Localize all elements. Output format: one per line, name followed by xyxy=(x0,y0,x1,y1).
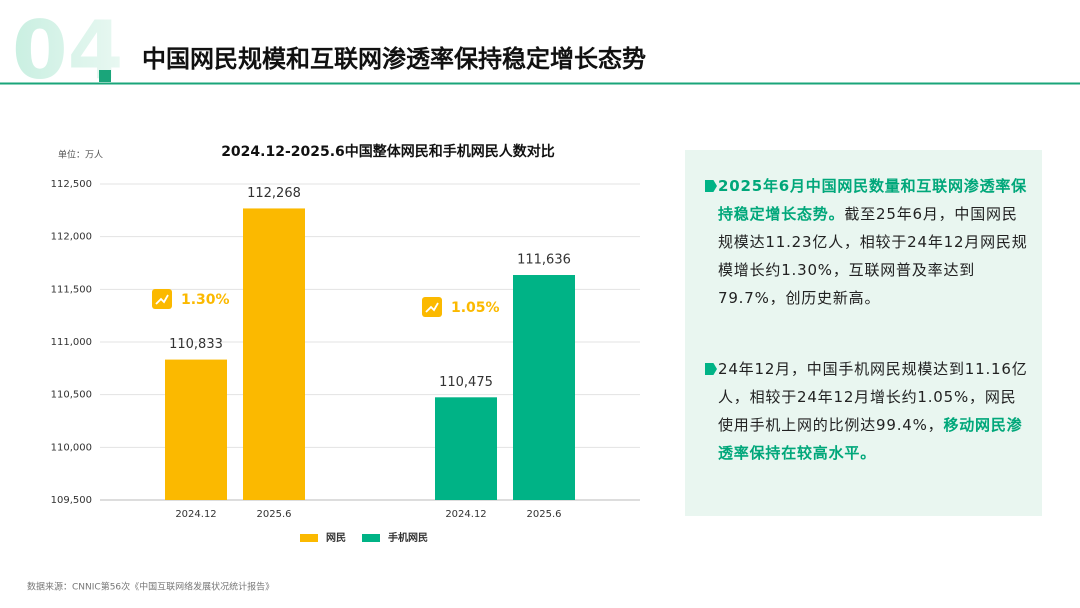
x-tick-label: 2024.12 xyxy=(445,509,486,520)
bullet-icon xyxy=(705,363,717,375)
x-tick-label: 2025.6 xyxy=(527,509,562,520)
legend-label: 手机网民 xyxy=(388,531,428,544)
growth-icon-line xyxy=(155,294,169,305)
value-label: 112,268 xyxy=(247,186,301,201)
y-tick-label: 111,000 xyxy=(51,337,92,348)
y-tick-label: 109,500 xyxy=(51,495,92,506)
y-tick-label: 112,500 xyxy=(51,179,92,190)
chart-title: 2024.12-2025.6中国整体网民和手机网民人数对比 xyxy=(221,143,555,160)
y-tick-label: 111,500 xyxy=(51,284,92,295)
growth-annotation: 1.05% xyxy=(451,300,500,316)
source: 数据来源：CNNIC第56次《中国互联网络发展状况统计报告》 xyxy=(27,581,274,593)
legend-swatch xyxy=(362,534,380,542)
text-segment: 截至25年6月，中国网民规模达11.23亿人，相较于24年12月网民规模增长约1… xyxy=(718,205,1028,307)
growth-annotation: 1.30% xyxy=(181,292,230,308)
text-segment: 移动网民渗透率保持在较高水平。 xyxy=(718,416,1023,462)
legend-swatch xyxy=(300,534,318,542)
bar xyxy=(243,208,305,501)
bar xyxy=(513,275,575,500)
growth-icon-line xyxy=(425,302,439,313)
unit-label: 单位：万人 xyxy=(58,149,103,161)
accent-square xyxy=(99,70,111,82)
y-tick-label: 110,000 xyxy=(51,442,92,453)
text-segment: 24年12月，中国手机网民规模达到11.16亿人，相较于24年12月增长约1.0… xyxy=(718,360,1028,434)
value-label: 110,475 xyxy=(439,375,493,390)
y-tick-label: 112,000 xyxy=(51,232,92,243)
value-label: 111,636 xyxy=(517,253,571,268)
text-panel: 2025年6月中国网民数量和互联网渗透率保持稳定增长态势。截至25年6月，中国网… xyxy=(685,150,1042,516)
x-tick-label: 2025.6 xyxy=(257,509,292,520)
bar xyxy=(165,359,227,500)
bar xyxy=(435,397,497,500)
slide-title: 中国网民规模和互联网渗透率保持稳定增长态势 xyxy=(142,45,646,73)
text-segment: 2025年6月中国网民数量和互联网渗透率保持稳定增长态势。 xyxy=(718,177,1027,223)
paragraph: 24年12月，中国手机网民规模达到11.16亿人，相较于24年12月增长约1.0… xyxy=(718,355,1030,467)
legend-label: 网民 xyxy=(326,532,346,544)
bullet-icon xyxy=(705,180,717,192)
paragraph: 2025年6月中国网民数量和互联网渗透率保持稳定增长态势。截至25年6月，中国网… xyxy=(718,172,1030,312)
x-tick-label: 2024.12 xyxy=(175,509,216,520)
y-tick-label: 110,500 xyxy=(51,390,92,401)
value-label: 110,833 xyxy=(169,337,223,352)
